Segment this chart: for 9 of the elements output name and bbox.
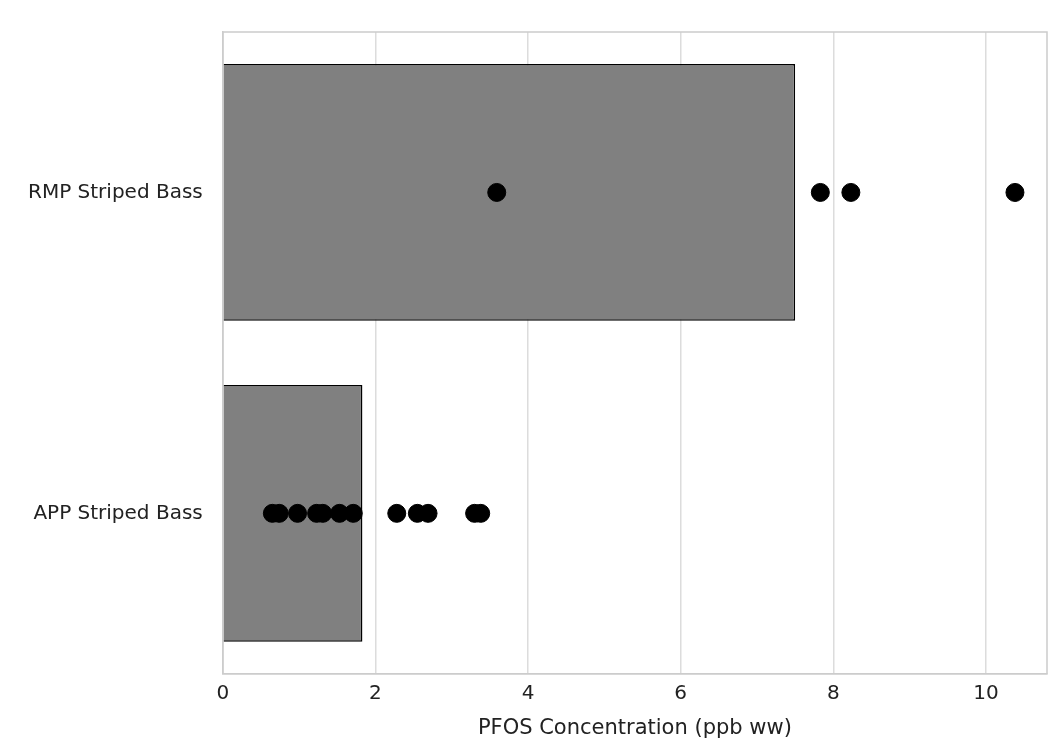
x-tick-label: 10: [973, 680, 999, 704]
x-tick-label: 6: [674, 680, 688, 704]
y-tick-label: APP Striped Bass: [33, 499, 203, 524]
x-tick-label: 8: [826, 680, 840, 704]
x-tick-label: 0: [216, 680, 230, 704]
x-tick-label: 2: [369, 680, 382, 704]
y-tick-label: RMP Striped Bass: [27, 178, 203, 203]
x-tick-label: 4: [521, 680, 535, 704]
x-axis-title: PFOS Concentration (ppb ww): [477, 714, 792, 739]
